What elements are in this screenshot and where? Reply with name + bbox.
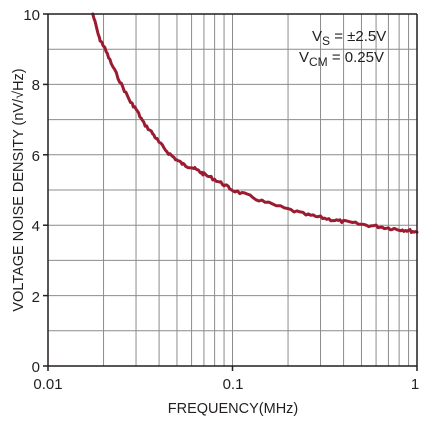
x-tick-label: 0.1 [223,376,244,393]
y-tick-label: 10 [23,7,40,24]
annotation-common-mode-voltage: VCM = 0.25V [299,49,384,69]
annotation-supply-voltage: VS = ±2.5V [312,28,386,48]
y-tick-label: 4 [32,218,40,235]
x-axis-title: FREQUENCY(MHz) [168,401,299,417]
y-tick-label: 8 [32,77,40,94]
y-tick-label: 0 [32,359,40,376]
x-tick-label: 1 [411,376,419,393]
y-tick-label: 2 [32,289,40,306]
y-axis-title: VOLTAGE NOISE DENSITY (nV/√Hz) [11,68,27,311]
grid [48,14,417,366]
x-tick-label: 0.01 [33,376,62,393]
axes [43,13,418,371]
series-line-noise-density [91,12,419,234]
y-tick-label: 6 [32,148,40,165]
